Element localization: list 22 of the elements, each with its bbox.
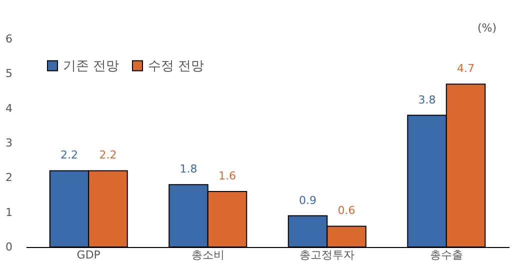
data-label: 0.6: [338, 204, 356, 218]
x-tick-label: 총고정투자: [300, 248, 355, 262]
data-label: 1.8: [180, 162, 198, 176]
data-label: 4.7: [457, 62, 475, 76]
x-tick-label: 총소비: [191, 248, 224, 262]
y-tick-label: 2: [6, 171, 12, 184]
y-tick-label: 5: [6, 67, 12, 80]
y-tick-label: 1: [6, 206, 12, 219]
data-label: 1.6: [218, 170, 236, 183]
y-tick-label: 0: [6, 240, 12, 254]
data-label: 2.2: [60, 148, 78, 162]
legend-label: 기존 전망: [63, 58, 120, 74]
data-label: 3.8: [418, 93, 436, 106]
y-tick-label: 3: [6, 136, 12, 150]
y-tick-label: 4: [6, 102, 12, 115]
data-label: 0.9: [299, 194, 316, 207]
x-tick-label: GDP: [76, 248, 101, 262]
y-tick-label: 6: [6, 32, 12, 46]
y-axis-title: (%): [477, 22, 496, 34]
data-label: 2.2: [99, 148, 117, 162]
legend-label: 수정 전망: [148, 58, 204, 74]
x-tick-label: 총수출: [430, 248, 463, 262]
